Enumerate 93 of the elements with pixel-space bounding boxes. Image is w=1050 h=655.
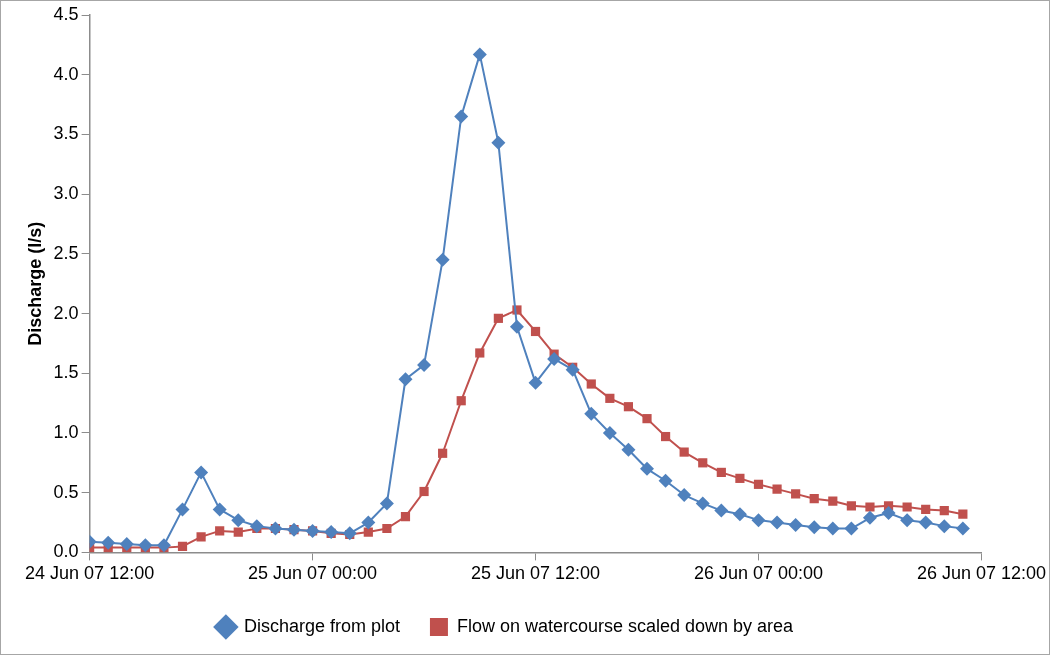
- point: [937, 519, 952, 534]
- point: [175, 502, 190, 517]
- point: [714, 503, 729, 518]
- point: [475, 348, 485, 358]
- y-tick-label: 1.0: [53, 421, 79, 442]
- point: [361, 515, 376, 530]
- point: [438, 448, 448, 458]
- point: [791, 489, 801, 499]
- point: [249, 519, 264, 534]
- point: [881, 505, 896, 520]
- point: [828, 496, 838, 506]
- point: [215, 526, 225, 536]
- point: [156, 538, 171, 553]
- point: [679, 447, 689, 457]
- point: [623, 402, 634, 412]
- point: [194, 465, 209, 480]
- point: [547, 351, 562, 366]
- point: [454, 109, 469, 124]
- point: [695, 496, 710, 511]
- legend-label: Flow on watercourse scaled down by area: [456, 615, 795, 636]
- x-tick-label: 25 Jun 07 00:00: [248, 563, 378, 584]
- point: [844, 521, 859, 536]
- point: [658, 473, 673, 488]
- point: [642, 414, 652, 424]
- legend-label: Discharge from plot: [243, 615, 400, 636]
- y-tick-label: 0.0: [53, 541, 79, 562]
- point: [419, 486, 429, 497]
- y-tick-label: 2.0: [53, 302, 79, 323]
- point: [902, 502, 912, 512]
- point: [716, 467, 726, 477]
- point: [751, 513, 766, 528]
- point: [772, 484, 782, 494]
- point: [231, 513, 246, 528]
- point: [379, 496, 394, 511]
- y-axis-title: Discharge (l/s): [24, 221, 45, 346]
- point: [788, 517, 803, 532]
- point: [955, 521, 970, 536]
- point: [491, 135, 506, 150]
- point: [809, 494, 819, 504]
- point: [196, 532, 206, 542]
- point: [233, 527, 243, 537]
- y-tick-label: 2.5: [53, 242, 79, 263]
- point: [417, 357, 432, 372]
- point: [621, 442, 636, 457]
- point: [770, 515, 785, 530]
- x-tick-label: 26 Jun 07 12:00: [916, 563, 1047, 584]
- point: [921, 504, 931, 514]
- y-tick-label: 4.5: [53, 3, 79, 24]
- point: [602, 425, 617, 440]
- point: [119, 537, 134, 552]
- point: [456, 396, 466, 406]
- point: [509, 319, 524, 334]
- point: [862, 510, 877, 525]
- point: [101, 535, 116, 550]
- point: [865, 502, 875, 512]
- point: [605, 393, 615, 403]
- y-tick-label: 3.0: [53, 183, 79, 204]
- point: [735, 473, 745, 483]
- x-tick-label: 26 Jun 07 00:00: [693, 563, 824, 584]
- y-tick-label: 3.5: [53, 123, 79, 144]
- point: [382, 523, 392, 534]
- point: [677, 488, 692, 503]
- point: [753, 479, 764, 489]
- point: [661, 431, 671, 442]
- point: [640, 461, 655, 476]
- x-tick-label: 24 Jun 07 12:00: [25, 563, 155, 584]
- point: [472, 47, 487, 62]
- point: [398, 372, 413, 387]
- point: [400, 511, 411, 522]
- point: [586, 379, 596, 389]
- point: [846, 501, 856, 511]
- point: [732, 507, 747, 522]
- point: [807, 520, 822, 535]
- point: [698, 458, 708, 468]
- y-tick-label: 0.5: [53, 481, 79, 502]
- y-tick-label: 1.5: [53, 362, 79, 383]
- point: [528, 375, 543, 390]
- point: [138, 538, 153, 553]
- point: [958, 509, 968, 519]
- point: [493, 313, 503, 323]
- point: [565, 362, 580, 377]
- point: [363, 527, 373, 537]
- point: [918, 515, 933, 530]
- point: [584, 406, 599, 421]
- point: [825, 521, 840, 536]
- point: [530, 326, 541, 337]
- y-tick-label: 4.0: [53, 63, 79, 84]
- point: [177, 541, 188, 552]
- point: [939, 506, 949, 516]
- point: [900, 513, 915, 528]
- point: [212, 502, 227, 517]
- point: [435, 252, 450, 267]
- x-tick-label: 25 Jun 07 12:00: [470, 563, 601, 584]
